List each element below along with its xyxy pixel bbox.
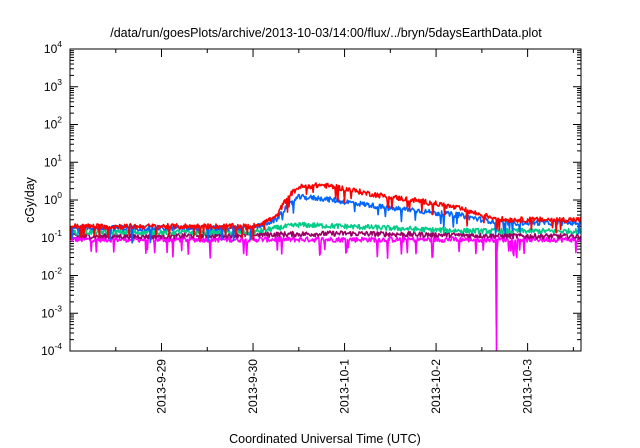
y-tick-label: 102 xyxy=(44,115,62,132)
x-tick-label: 2013-10-1 xyxy=(338,359,352,414)
y-axis-ticks: 10-4 10-3 10-2 10-1 100 101 102 103 104 xyxy=(41,39,581,358)
plot-frame xyxy=(69,48,582,352)
series-line-5 xyxy=(70,236,581,351)
y-tick-label: 103 xyxy=(44,77,62,94)
x-tick-label: 2013-10-3 xyxy=(521,359,535,414)
y-tick-label: 104 xyxy=(44,39,62,56)
y-tick-label: 10-3 xyxy=(41,303,62,320)
chart-title: /data/run/goesPlots/archive/2013-10-03/1… xyxy=(110,26,542,40)
x-tick-label: 2013-9-29 xyxy=(155,359,169,414)
x-tick-label: 2013-9-30 xyxy=(246,359,260,414)
y-tick-label: 10-1 xyxy=(41,228,62,245)
x-tick-label: 2013-10-2 xyxy=(429,359,443,414)
x-axis-ticks: 2013-9-29 2013-9-30 2013-10-1 2013-10-2 2013… xyxy=(115,49,574,414)
y-tick-label: 10-2 xyxy=(41,266,62,283)
y-tick-label: 101 xyxy=(44,152,62,169)
y-tick-label: 10-4 xyxy=(41,341,62,358)
x-axis-label: Coordinated Universal Time (UTC) xyxy=(229,432,421,446)
series-line-1 xyxy=(70,182,581,242)
y-axis-label: cGy/day xyxy=(23,176,37,223)
y-tick-label: 100 xyxy=(44,190,62,207)
series-line-4 xyxy=(70,230,581,240)
series-layer xyxy=(70,182,581,351)
